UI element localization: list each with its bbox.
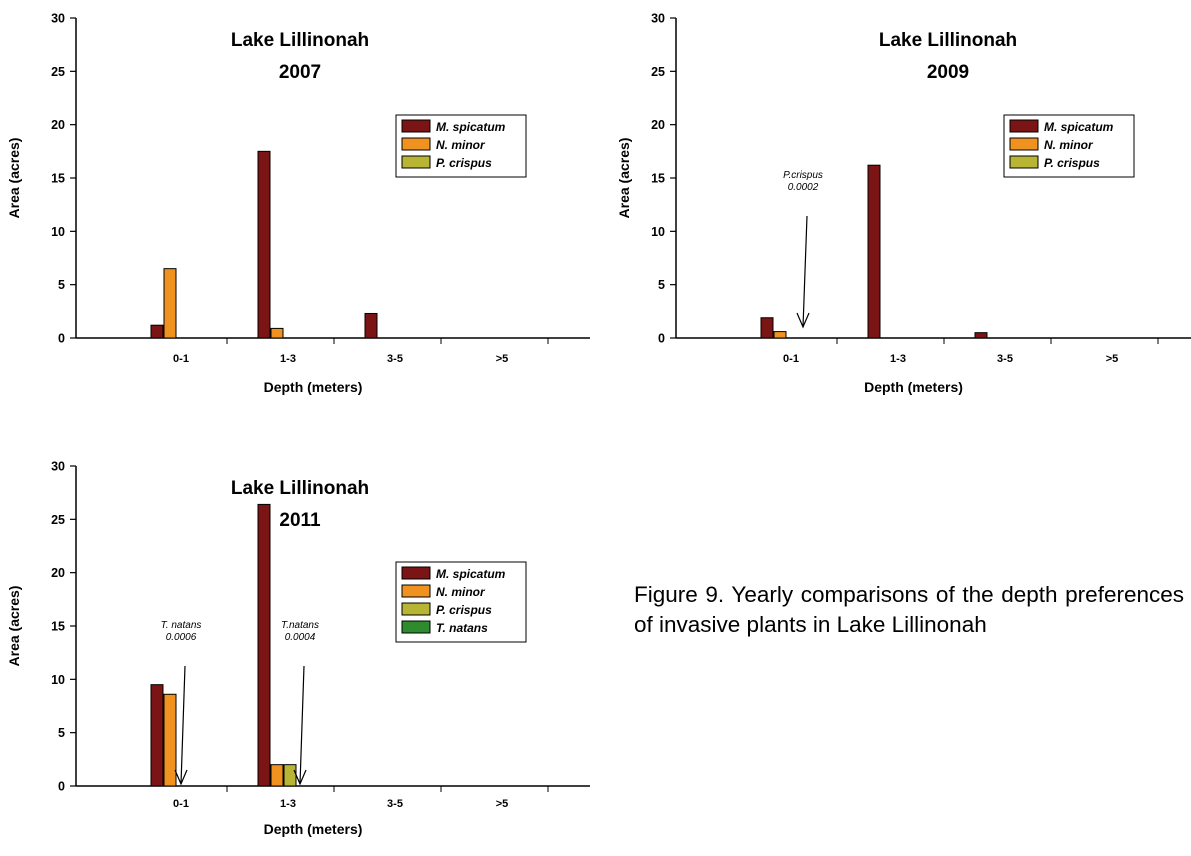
x-tick-label: 0-1 [783,353,799,365]
annotation-label: T.natans [281,620,319,631]
legend-swatch [401,602,431,616]
x-tick-label: 3-5 [997,353,1013,365]
x-axis-title: Depth (meters) [864,379,963,395]
y-tick-label: 15 [51,172,65,186]
annotation-arrow-head [796,312,810,329]
y-axis-title: Area (acres) [6,138,22,219]
bar-nminor [163,693,177,787]
bar-mspicatum [150,324,164,339]
y-tick-label: 20 [651,118,665,132]
bar-mspicatum [974,332,988,339]
x-tick-label: >5 [496,798,509,810]
legend-label: P. crispus [436,603,492,617]
y-tick-label: 0 [658,332,665,346]
chart-2009-svg: 0 5 10 15 20 25 30 0-1 1-3 3-5 >5 Depth (meters) Are… [616,12,1191,395]
annotation-arrow-head [293,769,307,786]
legend-swatch [401,137,431,151]
y-axis-title: Area (acres) [6,586,22,667]
y-tick-label: 25 [51,65,65,79]
bar-mspicatum [257,503,271,787]
y-tick-label: 15 [651,172,665,186]
y-tick-label: 30 [51,12,65,26]
y-tick-label: 10 [51,225,65,239]
x-tick-label: 0-1 [173,353,189,365]
legend-swatch [401,584,431,598]
legend-label: P. crispus [1044,156,1100,170]
chart-title: Lake Lillinonah [231,30,369,51]
x-axis-title: Depth (meters) [264,379,363,395]
figure-caption: Figure 9. Yearly comparisons of the dept… [634,582,1184,637]
y-tick-label: 30 [51,460,65,474]
annotation-arrow-line [299,665,305,785]
legend-label: N. minor [436,585,486,599]
bar-nminor [270,764,284,787]
x-tick-label: 3-5 [387,353,403,365]
bar-mspicatum [150,684,164,787]
legend-label: N. minor [436,138,486,152]
y-tick-label: 20 [51,118,65,132]
chart-subtitle: 2009 [927,62,969,83]
y-tick-label: 20 [51,566,65,580]
x-tick-label: >5 [496,353,509,365]
chart-2009: 0 5 10 15 20 25 30 0-1 1-3 3-5 >5 Depth (meters) Are… [610,0,1191,420]
y-tick-label: 0 [58,332,65,346]
annotation-arrow-head [174,769,188,786]
x-axis-title: Depth (meters) [264,821,363,837]
legend-swatch [401,566,431,580]
bar-nminor [270,327,284,339]
x-tick-label: 1-3 [280,798,296,810]
annotation-arrow-line [180,665,186,785]
legend-swatch [1009,137,1039,151]
annotation-arrow-line [802,215,808,328]
chart-2011-svg: 0 5 10 15 20 25 30 0-1 1-3 3-5 >5 Depth (meters) Are… [6,460,590,837]
bar-mspicatum [760,317,774,339]
chart-2007: 0 5 10 15 20 25 30 0-1 1-3 3-5 >5 Depth (meters) Are… [0,0,590,420]
legend-swatch [1009,155,1039,169]
y-tick-label: 0 [58,780,65,794]
bar-mspicatum [364,312,378,339]
chart-title: Lake Lillinonah [231,478,369,499]
legend-swatch [401,620,431,634]
chart-title: Lake Lillinonah [879,30,1017,51]
bar-nminor [163,268,177,339]
legend-swatch [1009,119,1039,133]
x-tick-label: 3-5 [387,798,403,810]
legend-label: M. spicatum [436,567,506,581]
legend-label: P. crispus [436,156,492,170]
annotation-label: T. natans [161,620,202,631]
legend-label: M. spicatum [1044,120,1114,134]
x-tick-label: 0-1 [173,798,189,810]
legend-swatch [401,155,431,169]
legend-label: N. minor [1044,138,1094,152]
chart-2011: 0 5 10 15 20 25 30 0-1 1-3 3-5 >5 Depth (meters) Are… [0,450,590,851]
chart-subtitle: 2007 [279,62,321,83]
y-tick-label: 25 [51,513,65,527]
y-tick-label: 10 [51,673,65,687]
bar-mspicatum [867,164,881,339]
annotation-value: 0.0004 [285,632,316,643]
legend-swatch [401,119,431,133]
x-tick-label: 1-3 [280,353,296,365]
annotation-value: 0.0006 [166,632,197,643]
x-tick-label: 1-3 [890,353,906,365]
y-axis-title: Area (acres) [616,138,632,219]
y-tick-label: 5 [58,726,65,740]
chart-2007-svg: 0 5 10 15 20 25 30 0-1 1-3 3-5 >5 Depth (meters) Are… [6,12,590,395]
annotation-label: P.crispus [783,170,823,181]
annotation-value: 0.0002 [788,182,819,193]
bar-nminor [773,331,787,339]
x-tick-label: >5 [1106,353,1119,365]
y-tick-label: 5 [58,278,65,292]
y-tick-label: 25 [651,65,665,79]
y-tick-label: 30 [651,12,665,26]
bar-mspicatum [257,150,271,339]
chart-subtitle: 2011 [279,510,321,531]
bar-pcrispus [283,764,297,787]
y-tick-label: 10 [651,225,665,239]
y-tick-label: 15 [51,620,65,634]
legend-label: T. natans [436,621,488,635]
y-tick-label: 5 [658,278,665,292]
legend-label: M. spicatum [436,120,506,134]
